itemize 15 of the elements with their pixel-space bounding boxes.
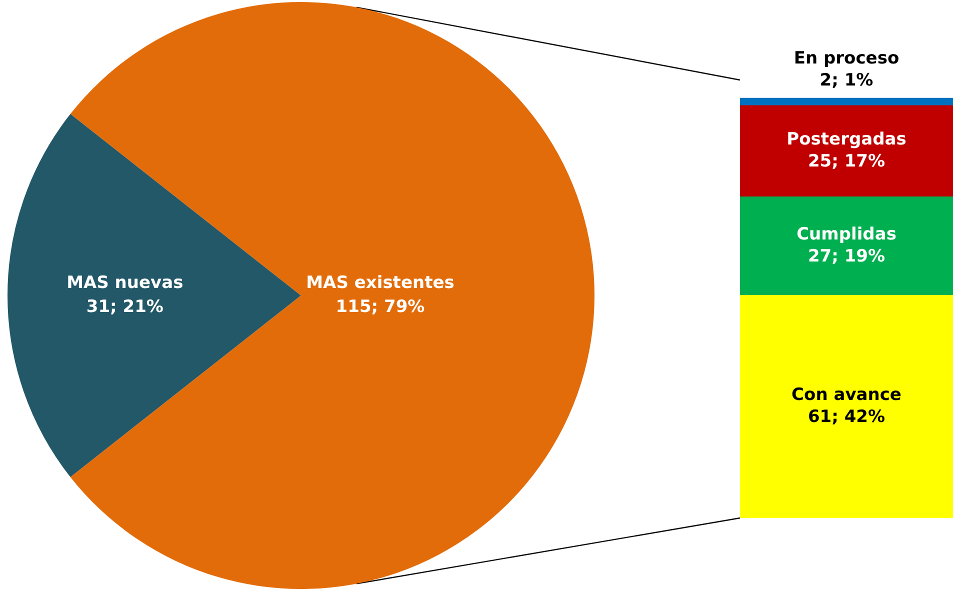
data-label: 2; 1% [820, 70, 874, 91]
bar [740, 295, 953, 518]
series-label: En proceso [794, 48, 900, 69]
slice-label: MAS existentes [306, 272, 454, 293]
data-label: 31; 21% [86, 296, 164, 317]
data-label: 25; 17% [808, 152, 886, 172]
series-label: Cumplidas [796, 224, 896, 244]
bar [740, 196, 953, 296]
series-label: Postergadas [786, 130, 906, 150]
bar [740, 105, 953, 198]
data-label: 61; 42% [808, 407, 886, 428]
slice-label: MAS nuevas [66, 272, 184, 293]
series-label: Con avance [792, 385, 902, 406]
data-label: 27; 19% [808, 246, 886, 266]
data-label: 115; 79% [336, 296, 425, 317]
